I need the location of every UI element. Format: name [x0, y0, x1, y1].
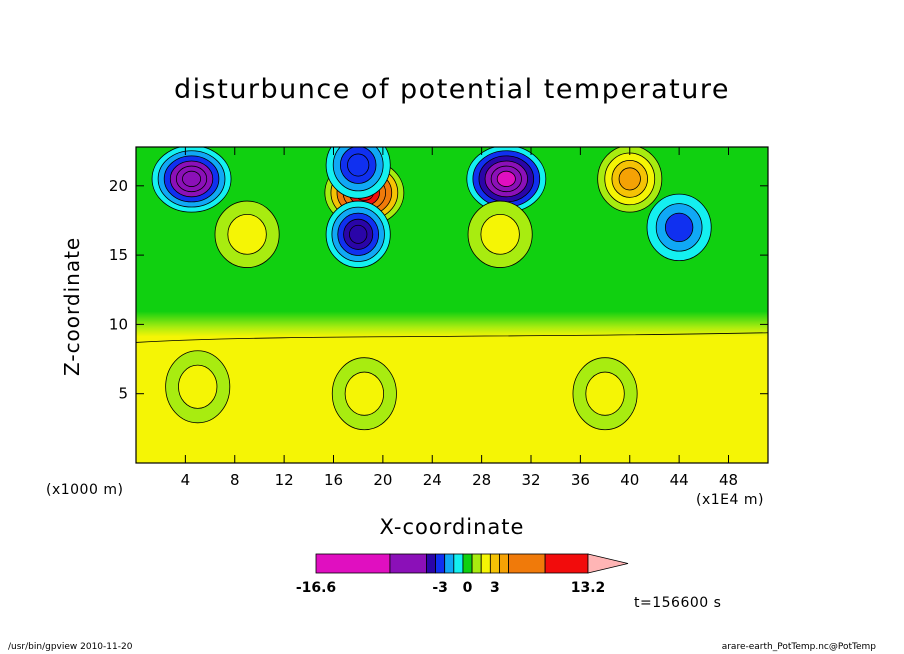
colorbar-tick-label-0: -16.6 [296, 580, 336, 596]
contour-11-1 [480, 213, 520, 255]
x-tick-label-8: 36 [571, 471, 590, 489]
x-axis-unit: (x1E4 m) [696, 492, 764, 508]
x-tick-label-1: 8 [230, 471, 240, 489]
plot-frame [135, 146, 769, 464]
colorbar-segment-8 [480, 553, 491, 574]
colorbar-segment-3 [435, 553, 446, 574]
colorbar-arrow [587, 553, 629, 574]
colorbar-segment-12 [544, 553, 589, 574]
contour-7-1 [344, 371, 385, 416]
footer-source: arare-earth_PotTemp.nc@PotTemp [721, 642, 876, 652]
x-tick-label-9: 40 [620, 471, 639, 489]
contour-boundary [136, 332, 768, 343]
y-tick-label-1: 10 [109, 315, 128, 333]
x-tick-label-5: 24 [423, 471, 442, 489]
colorbar-segment-2 [426, 553, 436, 574]
colorbar-tick-label-2: 0 [463, 580, 473, 596]
x-tick-label-11: 48 [719, 471, 738, 489]
contour-8-1 [178, 364, 218, 409]
colorbar-segment-11 [508, 553, 546, 574]
y-tick-label-0: 5 [118, 385, 128, 403]
colorbar-segment-4 [444, 553, 455, 574]
footer-command: /usr/bin/gpview 2010-11-20 [8, 642, 133, 652]
x-axis-label: X-coordinate [379, 515, 525, 539]
y-tick-label-2: 15 [109, 246, 128, 264]
heatmap-field [136, 147, 768, 463]
contour-9-1 [585, 371, 625, 416]
contour-3-4 [349, 224, 368, 244]
x-tick-label-2: 12 [275, 471, 294, 489]
chart-title: disturbunce of potential temperature [174, 74, 730, 105]
colorbar-segment-1 [389, 553, 427, 574]
colorbar-segment-5 [453, 553, 464, 574]
y-tick-label-3: 20 [109, 177, 128, 195]
colorbar-segment-0 [315, 553, 391, 574]
contour-4-3 [347, 153, 370, 177]
x-tick-label-10: 44 [670, 471, 689, 489]
colorbar-tick-label-4: 13.2 [571, 580, 606, 596]
contour-10-1 [227, 213, 267, 255]
x-tick-label-6: 28 [472, 471, 491, 489]
x-tick-label-4: 20 [373, 471, 392, 489]
contour-5-3 [618, 167, 641, 191]
colorbar-segment-6 [462, 553, 473, 574]
colorbar-segment-7 [471, 553, 482, 574]
time-label: t=156600 s [634, 595, 722, 611]
x-tick-label-7: 32 [521, 471, 540, 489]
y-axis-unit: (x1000 m) [46, 482, 124, 498]
colorbar-tick-label-1: -3 [432, 580, 448, 596]
contour-2-5 [496, 170, 516, 187]
contour-6-2 [664, 212, 694, 243]
contour-1-5 [182, 170, 202, 187]
x-tick-label-3: 16 [324, 471, 343, 489]
x-tick-label-0: 4 [181, 471, 191, 489]
colorbar-segment-9 [489, 553, 500, 574]
colorbar-segment-10 [499, 553, 509, 574]
colorbar-tick-label-3: 3 [490, 580, 500, 596]
